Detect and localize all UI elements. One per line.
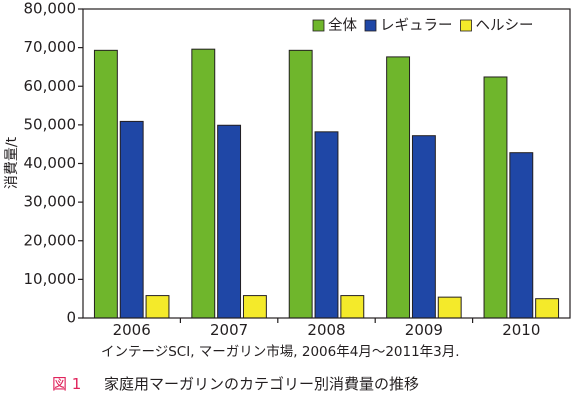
bar-2008-0 bbox=[288, 49, 313, 319]
legend-label: レギュラー bbox=[380, 17, 453, 34]
bar-2006-1 bbox=[119, 120, 144, 319]
y-tick-label: 0 bbox=[66, 309, 76, 327]
y-tick-label: 40,000 bbox=[24, 154, 77, 172]
legend-swatch bbox=[460, 19, 472, 32]
y-tick-label: 30,000 bbox=[24, 193, 77, 211]
bar-2010-2 bbox=[535, 298, 560, 319]
x-tick-label: 2008 bbox=[307, 321, 345, 339]
y-axis-ticks: 0 10,000 20,000 30,000 40,000 50,000 60,000 70,… bbox=[24, 0, 83, 327]
y-tick-label: 60,000 bbox=[24, 77, 77, 95]
x-tick-label: 2010 bbox=[502, 321, 540, 339]
bar-2010-0 bbox=[483, 76, 508, 319]
bar-2009-1 bbox=[411, 135, 436, 319]
figure-caption: 家庭用マーガリンのカテゴリー別消費量の推移 bbox=[104, 375, 419, 393]
bars bbox=[93, 48, 560, 319]
bar-2009-2 bbox=[437, 296, 462, 319]
figure-number: 図 1 bbox=[52, 375, 81, 393]
legend-label: ヘルシー bbox=[476, 18, 534, 34]
x-tick-label: 2009 bbox=[405, 321, 443, 339]
y-tick-label: 50,000 bbox=[24, 115, 77, 133]
y-tick-label: 70,000 bbox=[24, 38, 77, 56]
bar-2007-1 bbox=[217, 124, 242, 319]
legend-swatch bbox=[364, 19, 377, 32]
y-tick-label: 80,000 bbox=[24, 0, 77, 18]
y-tick-label: 10,000 bbox=[24, 270, 77, 288]
bar-2006-0 bbox=[93, 49, 118, 319]
bar-2009-0 bbox=[386, 56, 411, 319]
x-tick-label: 2006 bbox=[113, 321, 151, 339]
y-axis-label: 消費量/t bbox=[4, 136, 20, 189]
bar-2008-2 bbox=[340, 295, 365, 319]
bar-2008-1 bbox=[314, 131, 339, 319]
x-axis-ticks: 2006 2007 2008 2009 2010 bbox=[113, 318, 540, 339]
y-tick-label: 20,000 bbox=[24, 231, 77, 249]
source-note: インテージSCI, マーガリン市場, 2006年4月〜2011年3月. bbox=[101, 343, 460, 360]
legend-swatch bbox=[312, 19, 325, 32]
plot-frame bbox=[82, 8, 571, 319]
bar-2007-2 bbox=[242, 295, 267, 319]
bar-2010-1 bbox=[509, 152, 534, 319]
legend-label: 全体 bbox=[328, 16, 357, 34]
legend: 全体 レギュラー ヘルシー bbox=[312, 16, 534, 34]
x-tick-label: 2007 bbox=[210, 321, 248, 339]
bar-2007-0 bbox=[191, 48, 216, 319]
bar-2006-2 bbox=[145, 295, 170, 319]
